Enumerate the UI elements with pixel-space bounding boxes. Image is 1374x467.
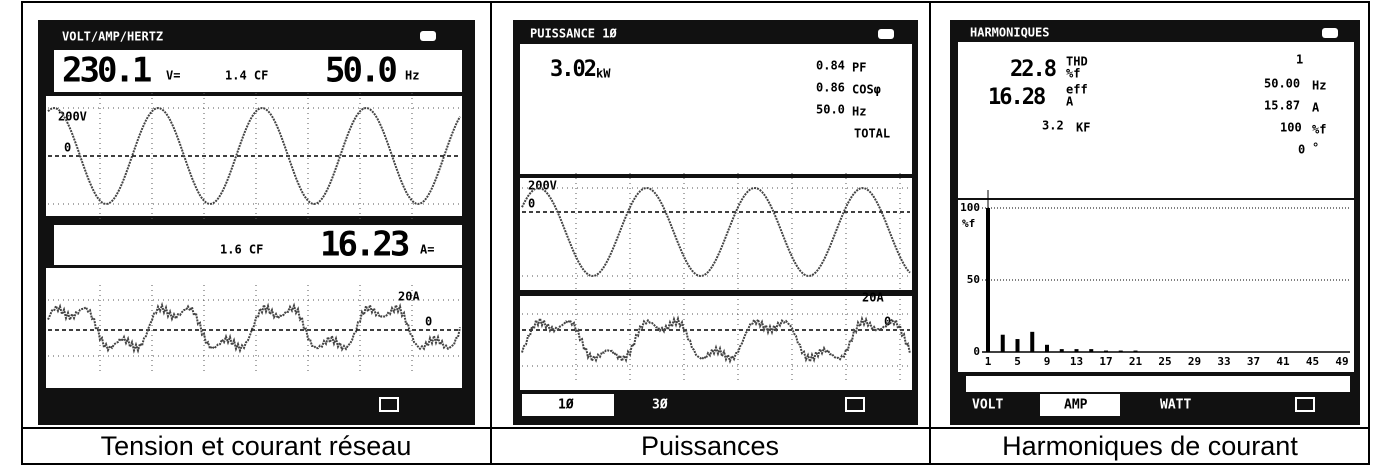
page: {"panels":[ {"header":"VOLT/AMP/HERTZ","… bbox=[0, 0, 1374, 467]
x-tick-label: 17 bbox=[1099, 355, 1112, 368]
wave-scale: 20A bbox=[862, 291, 884, 305]
cos: 0.86 bbox=[816, 81, 845, 95]
frequency-unit: Hz bbox=[405, 69, 419, 83]
tab[interactable]: 3Ø bbox=[652, 398, 668, 413]
x-tick-label: 21 bbox=[1129, 355, 1143, 368]
voltage-unit: V= bbox=[166, 69, 180, 83]
screen-header: VOLT/AMP/HERTZ bbox=[62, 30, 163, 44]
pf-unit: PF bbox=[852, 61, 866, 75]
amp: 15.87 bbox=[1264, 99, 1300, 113]
frequency: 50.00 bbox=[1264, 77, 1300, 91]
tab[interactable]: VOLT bbox=[972, 398, 1003, 413]
harmonic-bar bbox=[1060, 349, 1064, 352]
harmonic-bar bbox=[1075, 349, 1079, 352]
tab[interactable]: WATT bbox=[1160, 398, 1191, 413]
screen-header: HARMONIQUES bbox=[970, 26, 1049, 40]
power: 3.02 bbox=[550, 57, 596, 82]
screen-header: PUISSANCE 1Ø bbox=[530, 27, 617, 41]
frequency-unit: Hz bbox=[1312, 79, 1326, 93]
amp-unit: A bbox=[1312, 101, 1320, 115]
current: 16.23 bbox=[320, 225, 409, 265]
wave-zero: 0 bbox=[528, 197, 535, 211]
pf: 0.84 bbox=[816, 59, 845, 73]
thd: 22.8 bbox=[1010, 57, 1056, 82]
crest-factor: 1.4 CF bbox=[225, 69, 268, 83]
harmonic-bar bbox=[1134, 351, 1138, 352]
harmonic-bar bbox=[1119, 351, 1123, 352]
percent: 100 bbox=[1280, 121, 1302, 135]
eff-unit: A bbox=[1066, 95, 1074, 109]
status-strip bbox=[966, 376, 1350, 392]
kf: 3.2 bbox=[1042, 119, 1064, 133]
wave-zero: 0 bbox=[425, 315, 432, 329]
x-tick-label: 33 bbox=[1217, 355, 1230, 368]
thd-unit: %f bbox=[1066, 67, 1080, 81]
harmonic-bar bbox=[1016, 339, 1020, 352]
wave-scale: 200V bbox=[58, 110, 87, 124]
wave-scale: 20A bbox=[398, 290, 420, 304]
x-tick-label: 37 bbox=[1247, 355, 1260, 368]
harmonic-bar bbox=[1030, 332, 1034, 352]
y-tick-label: 0 bbox=[973, 345, 980, 358]
crest-factor: 1.6 CF bbox=[220, 243, 263, 257]
plug-icon bbox=[1322, 28, 1338, 38]
frequency-unit: Hz bbox=[852, 105, 866, 119]
total: TOTAL bbox=[854, 127, 890, 141]
harmonic-bar bbox=[1045, 345, 1049, 352]
x-tick-label: 1 bbox=[985, 355, 992, 368]
angle-unit: ° bbox=[1312, 141, 1319, 155]
order: 1 bbox=[1296, 53, 1303, 67]
y-tick-label: 50 bbox=[967, 273, 980, 286]
y-unit: %f bbox=[962, 217, 975, 230]
wave-area bbox=[520, 296, 912, 390]
frequency: 50.0 bbox=[816, 103, 845, 117]
voltage: 230.1 bbox=[62, 51, 151, 91]
tab[interactable]: AMP bbox=[1064, 398, 1088, 413]
tab[interactable]: 1Ø bbox=[558, 398, 574, 413]
caption: Tension et courant réseau bbox=[101, 431, 412, 461]
x-tick-label: 41 bbox=[1276, 355, 1290, 368]
wave-area bbox=[46, 268, 462, 388]
y-tick-label: 100 bbox=[960, 201, 980, 214]
plug-icon bbox=[878, 29, 894, 39]
wave-zero: 0 bbox=[64, 141, 71, 155]
x-tick-label: 45 bbox=[1306, 355, 1319, 368]
current-unit: A= bbox=[420, 243, 434, 257]
x-tick-label: 49 bbox=[1335, 355, 1348, 368]
power-unit: kW bbox=[596, 67, 611, 81]
percent-unit: %f bbox=[1312, 123, 1326, 137]
harmonic-bar bbox=[1089, 349, 1093, 352]
x-tick-label: 9 bbox=[1044, 355, 1051, 368]
figure: VOLT/AMP/HERTZ 230.1 V= 1.4 CF 50.0 Hz 2… bbox=[0, 0, 1374, 467]
x-tick-label: 5 bbox=[1014, 355, 1021, 368]
x-tick-label: 25 bbox=[1158, 355, 1171, 368]
harmonic-bar bbox=[1001, 335, 1005, 352]
angle: 0 bbox=[1298, 143, 1305, 157]
x-tick-label: 13 bbox=[1070, 355, 1083, 368]
cos-unit: COSφ bbox=[852, 83, 881, 97]
x-tick-label: 29 bbox=[1188, 355, 1201, 368]
frequency: 50.0 bbox=[325, 51, 396, 91]
eff: 16.28 bbox=[988, 85, 1045, 110]
kf-unit: KF bbox=[1076, 121, 1090, 135]
caption: Puissances bbox=[641, 431, 779, 461]
harmonic-bar bbox=[1104, 351, 1108, 352]
plug-icon bbox=[420, 31, 436, 41]
caption: Harmoniques de courant bbox=[1002, 431, 1298, 461]
